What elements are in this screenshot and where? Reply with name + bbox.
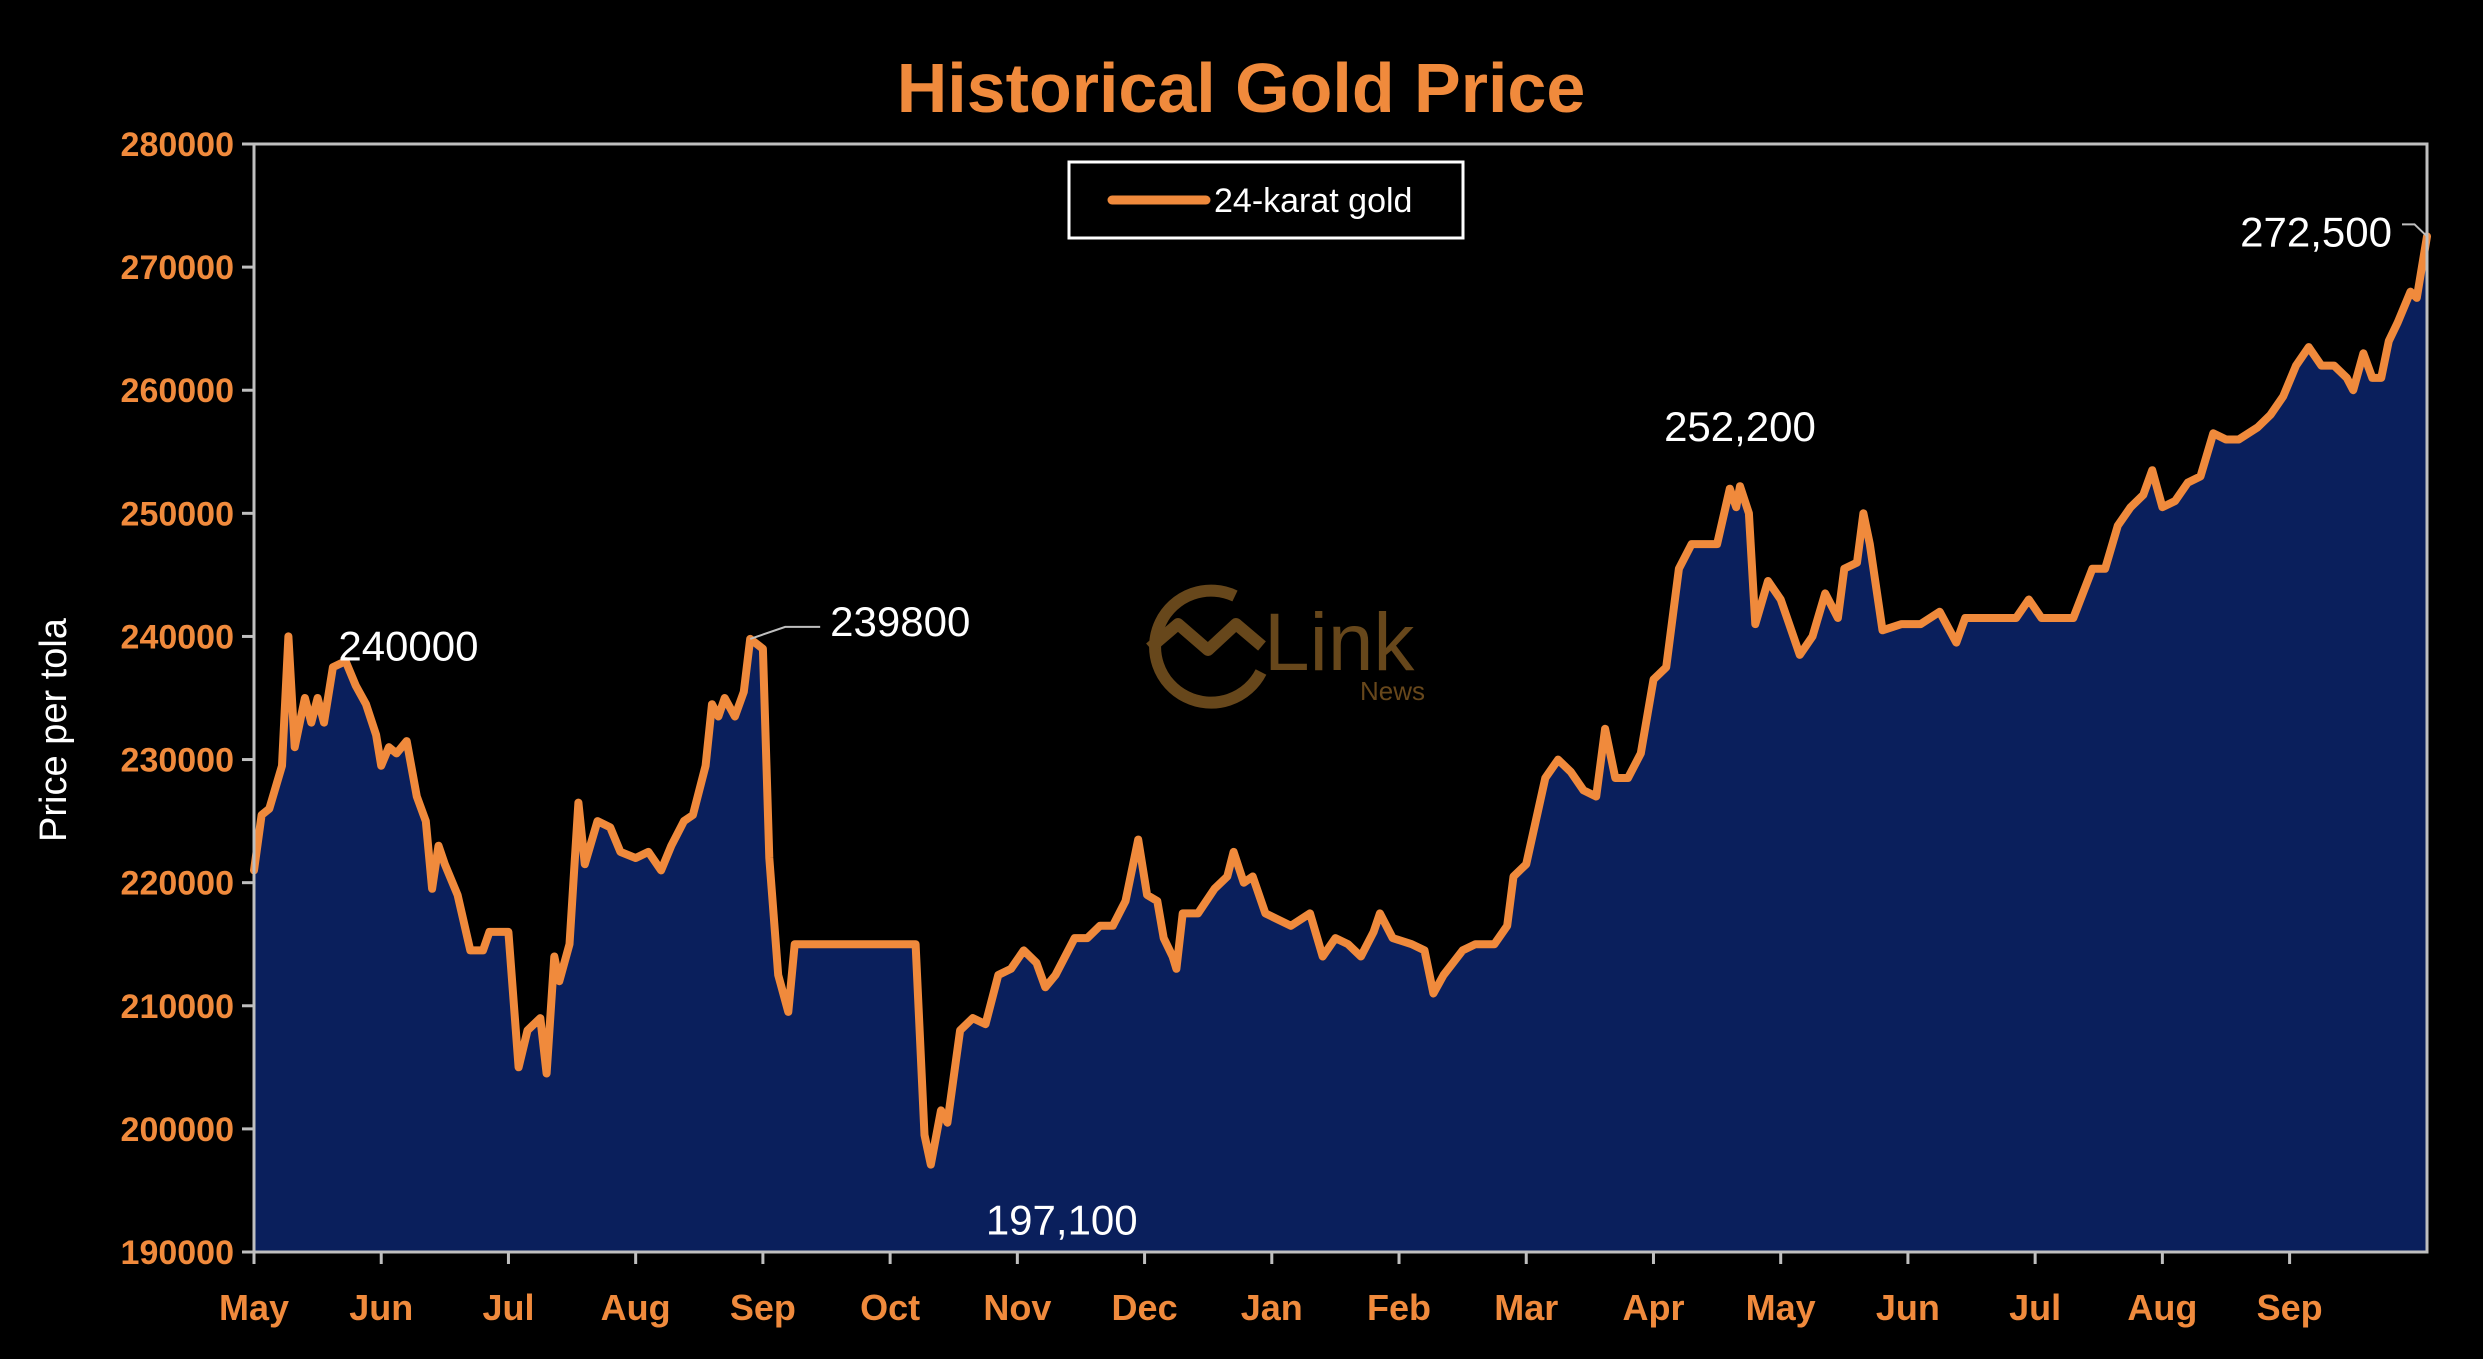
x-tick-label: Jan (1241, 1287, 1303, 1328)
x-tick-label: May (219, 1287, 289, 1328)
annotation-label: 197,100 (986, 1197, 1138, 1244)
logo-sub-text: News (1360, 676, 1425, 706)
x-tick-label: Jul (2009, 1287, 2061, 1328)
plot-area (250, 142, 2431, 1254)
logo-ring-icon (1149, 584, 1267, 709)
x-tick-label: Aug (601, 1287, 671, 1328)
x-tick-label: May (1746, 1287, 1816, 1328)
plot-border (252, 142, 2429, 1254)
y-tick-label: 280000 (121, 126, 234, 164)
x-tick-label: Jul (482, 1287, 534, 1328)
x-tick-label: Jun (349, 1287, 413, 1328)
x-tick-label: Jun (1876, 1287, 1940, 1328)
x-tick-label: Nov (983, 1287, 1051, 1328)
x-tick-label: Aug (2127, 1287, 2197, 1328)
series-area-fill (254, 236, 2427, 1253)
annotation-label: 252,200 (1664, 403, 1816, 450)
y-tick-label: 190000 (121, 1234, 234, 1272)
y-axis-label: Price per tola (33, 617, 75, 842)
x-tick-label: Sep (730, 1287, 796, 1328)
link-news-logo: Link News (1146, 584, 1425, 709)
y-axis: 280000 270000 260000 250000 240000 230000 2200… (121, 126, 254, 1272)
y-tick-label: 270000 (121, 249, 234, 287)
y-tick-label: 250000 (121, 495, 234, 533)
annotation-leader-line (2402, 223, 2428, 238)
y-tick-label: 230000 (121, 742, 234, 780)
x-tick-label: Sep (2257, 1287, 2323, 1328)
annotation-label: 239800 (830, 598, 970, 645)
x-tick-label: Feb (1367, 1287, 1431, 1328)
logo-mountain-icon (1146, 618, 1266, 656)
series-line-24-karat-gold (250, 232, 2431, 1169)
y-tick-label: 200000 (121, 1111, 234, 1149)
y-tick-label: 240000 (121, 618, 234, 656)
x-axis: May Jun Jul Aug Sep Oct Nov Dec Jan Feb Mar Apr May J… (219, 1252, 2323, 1328)
chart-title: Historical Gold Price (897, 49, 1586, 127)
annotation-label: 272,500 (2240, 208, 2392, 255)
legend: 24-karat gold (1067, 160, 1465, 240)
annotations: 240000 239800 197,100 252,200 272,500 (338, 208, 2428, 1244)
y-tick-label: 260000 (121, 372, 234, 410)
annotation-leader-line (749, 625, 821, 640)
x-tick-label: Mar (1494, 1287, 1558, 1328)
legend-label: 24-karat gold (1214, 182, 1412, 220)
y-tick-label: 220000 (121, 865, 234, 903)
x-tick-label: Oct (860, 1287, 920, 1328)
x-tick-label: Dec (1112, 1287, 1178, 1328)
logo-brand-text: Link (1264, 597, 1415, 688)
y-tick-label: 210000 (121, 988, 234, 1026)
annotation-label: 240000 (338, 622, 478, 669)
x-tick-label: Apr (1622, 1287, 1684, 1328)
